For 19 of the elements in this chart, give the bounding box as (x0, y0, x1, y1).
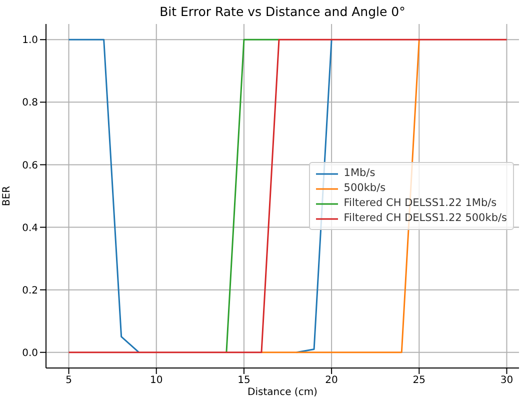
y-tick-label: 0.6 (22, 160, 38, 172)
x-tick-label: 30 (500, 375, 514, 386)
x-axis-title: Distance (cm) (248, 387, 318, 398)
legend-label: Filtered CH DELSS1.22 500kb/s (344, 211, 507, 226)
legend-label: 1Mb/s (344, 166, 376, 181)
y-tick-label: 0.2 (22, 285, 38, 296)
x-tick-label: 25 (412, 375, 426, 386)
y-tick-label: 0.8 (22, 98, 38, 109)
x-tick-label: 5 (66, 375, 72, 386)
y-tick-label: 1.0 (22, 35, 38, 46)
x-tick-label: 10 (150, 375, 163, 386)
y-axis-title: BER (2, 186, 13, 206)
legend-label: 500kb/s (344, 181, 386, 196)
x-tick-label: 20 (325, 375, 338, 386)
legend-label: Filtered CH DELSS1.22 1Mb/s (344, 196, 497, 211)
y-tick-label: 0.0 (22, 348, 38, 359)
chart-title: Bit Error Rate vs Distance and Angle 0° (158, 4, 406, 19)
y-tick-label: 0.4 (22, 222, 38, 234)
x-tick-label: 15 (238, 375, 250, 386)
